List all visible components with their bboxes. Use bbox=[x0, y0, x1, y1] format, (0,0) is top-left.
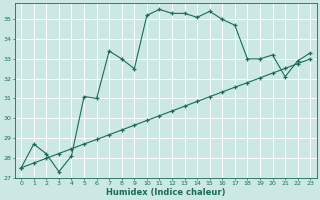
X-axis label: Humidex (Indice chaleur): Humidex (Indice chaleur) bbox=[106, 188, 226, 197]
